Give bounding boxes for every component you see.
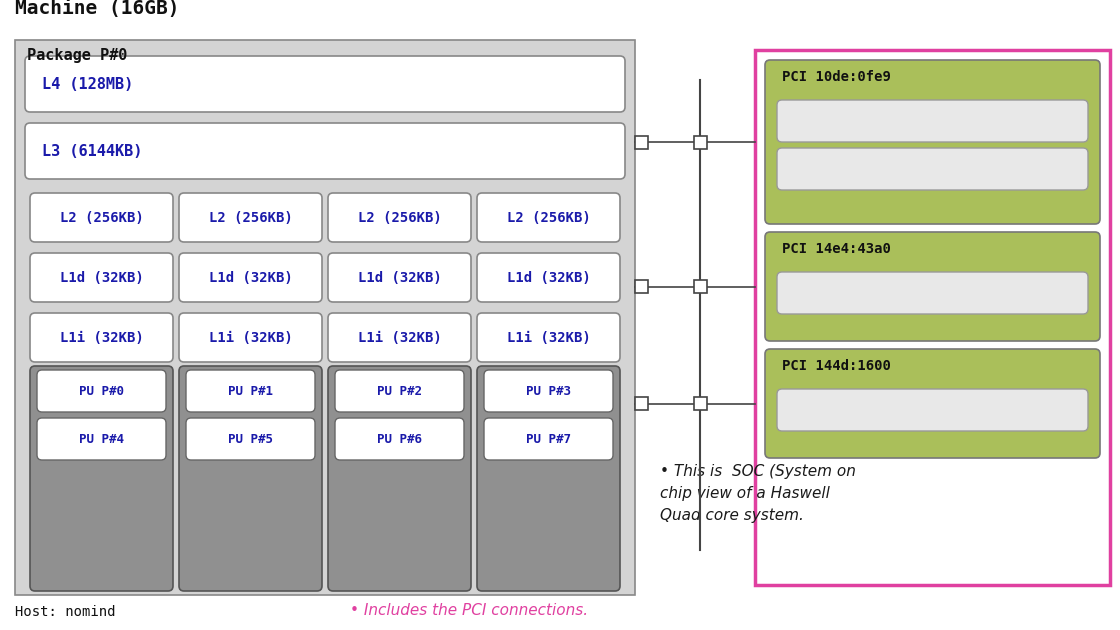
- Bar: [693, 397, 707, 410]
- FancyBboxPatch shape: [777, 100, 1088, 142]
- FancyBboxPatch shape: [30, 193, 172, 242]
- Bar: [635, 135, 648, 149]
- Text: L2 (256KB): L2 (256KB): [208, 210, 292, 224]
- Text: renderD128: renderD128: [890, 162, 974, 176]
- Text: • Includes the PCI connections.: • Includes the PCI connections.: [349, 603, 588, 618]
- FancyBboxPatch shape: [328, 253, 472, 302]
- FancyBboxPatch shape: [328, 366, 472, 591]
- FancyBboxPatch shape: [179, 313, 323, 362]
- Text: • This is  SOC (System on
chip view of a Haswell
Quad core system.: • This is SOC (System on chip view of a …: [660, 464, 856, 524]
- Text: L1d (32KB): L1d (32KB): [208, 270, 292, 285]
- Bar: [15, 40, 635, 595]
- Text: wlp3s0: wlp3s0: [907, 286, 958, 300]
- FancyBboxPatch shape: [179, 253, 323, 302]
- Text: PCI 10de:0fe9: PCI 10de:0fe9: [782, 70, 890, 84]
- Text: PU P#0: PU P#0: [80, 384, 124, 398]
- FancyBboxPatch shape: [328, 313, 472, 362]
- FancyBboxPatch shape: [37, 370, 166, 412]
- Text: PU P#2: PU P#2: [377, 384, 422, 398]
- FancyBboxPatch shape: [25, 56, 625, 112]
- FancyBboxPatch shape: [179, 366, 323, 591]
- FancyBboxPatch shape: [777, 272, 1088, 314]
- FancyBboxPatch shape: [477, 193, 620, 242]
- FancyBboxPatch shape: [477, 253, 620, 302]
- FancyBboxPatch shape: [335, 418, 464, 460]
- FancyBboxPatch shape: [777, 389, 1088, 431]
- Text: L1i (32KB): L1i (32KB): [208, 331, 292, 345]
- Bar: [635, 280, 648, 293]
- FancyBboxPatch shape: [179, 193, 323, 242]
- Text: L1d (32KB): L1d (32KB): [506, 270, 590, 285]
- FancyBboxPatch shape: [186, 370, 315, 412]
- Text: PCI 14e4:43a0: PCI 14e4:43a0: [782, 242, 890, 256]
- Text: sda: sda: [920, 403, 945, 417]
- Text: card0: card0: [912, 114, 953, 128]
- FancyBboxPatch shape: [777, 148, 1088, 190]
- Text: Core P#3: Core P#3: [489, 375, 549, 388]
- Text: PU P#1: PU P#1: [228, 384, 273, 398]
- Text: Machine (16GB): Machine (16GB): [15, 0, 179, 18]
- Text: Package P#0: Package P#0: [27, 48, 128, 63]
- Text: Core P#2: Core P#2: [340, 375, 400, 388]
- Text: L3 (6144KB): L3 (6144KB): [43, 144, 142, 159]
- Bar: [635, 397, 648, 410]
- Text: L2 (256KB): L2 (256KB): [357, 210, 441, 224]
- Text: PU P#3: PU P#3: [526, 384, 571, 398]
- FancyBboxPatch shape: [484, 418, 613, 460]
- FancyBboxPatch shape: [186, 418, 315, 460]
- Text: PU P#7: PU P#7: [526, 433, 571, 445]
- Text: PU P#6: PU P#6: [377, 433, 422, 445]
- FancyBboxPatch shape: [25, 123, 625, 179]
- FancyBboxPatch shape: [335, 370, 464, 412]
- Text: L2 (256KB): L2 (256KB): [59, 210, 143, 224]
- Text: Core P#1: Core P#1: [192, 375, 251, 388]
- Text: L4 (128MB): L4 (128MB): [43, 76, 133, 91]
- Bar: [755, 50, 1110, 585]
- FancyBboxPatch shape: [477, 366, 620, 591]
- FancyBboxPatch shape: [328, 193, 472, 242]
- Text: Host: nomind: Host: nomind: [15, 605, 115, 619]
- Bar: [693, 135, 707, 149]
- FancyBboxPatch shape: [765, 232, 1100, 341]
- Text: PCI 144d:1600: PCI 144d:1600: [782, 359, 890, 373]
- FancyBboxPatch shape: [477, 313, 620, 362]
- Text: L1i (32KB): L1i (32KB): [59, 331, 143, 345]
- FancyBboxPatch shape: [30, 313, 172, 362]
- FancyBboxPatch shape: [30, 253, 172, 302]
- Text: Core P#0: Core P#0: [43, 375, 102, 388]
- FancyBboxPatch shape: [765, 60, 1100, 224]
- Text: L2 (256KB): L2 (256KB): [506, 210, 590, 224]
- FancyBboxPatch shape: [37, 418, 166, 460]
- Text: L1d (32KB): L1d (32KB): [357, 270, 441, 285]
- Bar: [693, 280, 707, 293]
- Text: PU P#4: PU P#4: [80, 433, 124, 445]
- Text: L1i (32KB): L1i (32KB): [506, 331, 590, 345]
- Text: L1i (32KB): L1i (32KB): [357, 331, 441, 345]
- FancyBboxPatch shape: [30, 366, 172, 591]
- Text: L1d (32KB): L1d (32KB): [59, 270, 143, 285]
- Text: PU P#5: PU P#5: [228, 433, 273, 445]
- FancyBboxPatch shape: [765, 349, 1100, 458]
- FancyBboxPatch shape: [484, 370, 613, 412]
